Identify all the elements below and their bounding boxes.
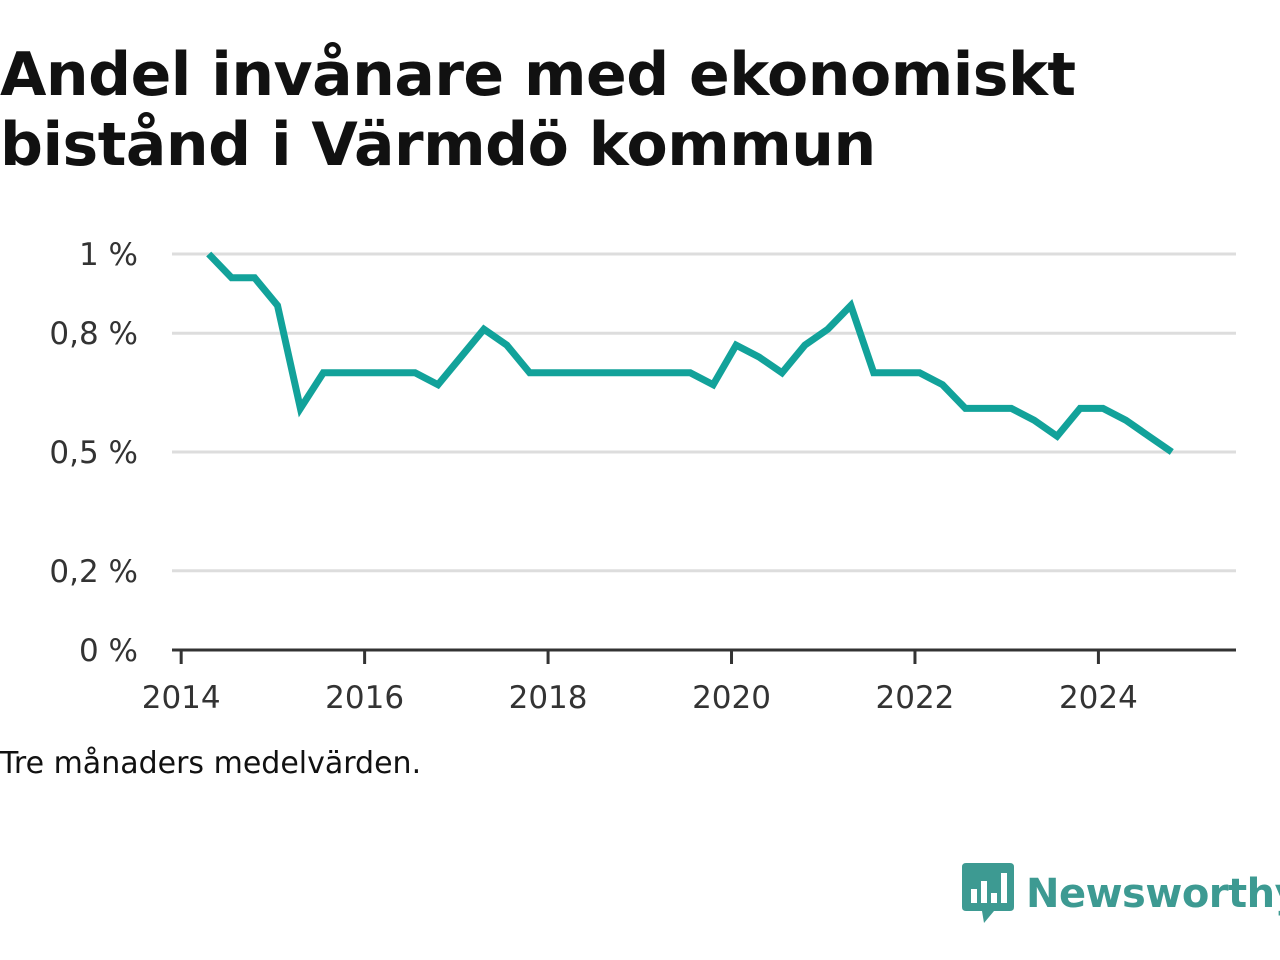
x-tick-label: 2022 [876, 680, 955, 716]
series-layer [206, 251, 1174, 455]
x-tick-label: 2024 [1059, 680, 1138, 716]
line-chart: 0 %0,2 %0,5 %0,8 %1 % 2014 2016 2018 2020 20… [49, 237, 1236, 716]
x-axis-ticks: 2014 2016 2018 2020 2022 2024 [142, 650, 1138, 716]
y-axis-ticks: 0 % 0,2 % 0,5 % 0,8 % 1 % [49, 237, 138, 669]
x-tick-label: 2016 [325, 680, 404, 716]
y-tick-label: 0 % [79, 633, 138, 669]
x-tick-label: 2020 [692, 680, 771, 716]
chart-title: Andel invånare med ekonomiskt bistånd i … [0, 40, 1076, 180]
gridlines [172, 252, 1236, 573]
x-tick-label: 2018 [509, 680, 588, 716]
y-tick-label: 1 % [79, 237, 138, 273]
newsworthy-logo-text: Newsworthy [1026, 871, 1280, 917]
x-tick-label: 2014 [142, 680, 221, 716]
y-tick-label: 0,2 % [49, 554, 138, 590]
y-tick-label: 0,8 % [49, 316, 138, 352]
chart-note: Tre månaders medelvärden. [0, 746, 422, 781]
newsworthy-logo-icon [962, 863, 1014, 923]
y-tick-label: 0,5 % [49, 435, 138, 471]
series-line [206, 251, 1174, 455]
newsworthy-logo[interactable]: Newsworthy [962, 862, 1280, 926]
